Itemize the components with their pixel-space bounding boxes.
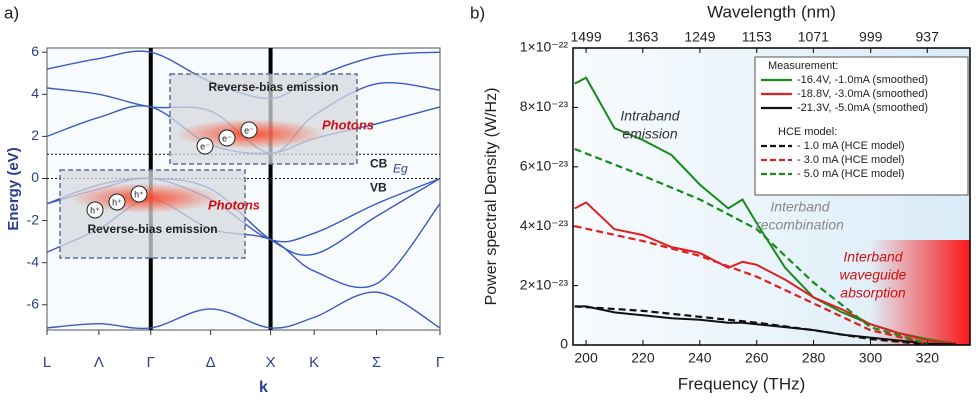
x-tick-label: 200 <box>574 350 598 366</box>
legend-title: HCE model: <box>778 126 837 138</box>
x-tick-label: 240 <box>688 350 712 366</box>
y-tick-label: 8×10⁻²³ <box>520 98 569 114</box>
particle <box>196 137 214 155</box>
plot-frame <box>572 47 971 346</box>
y-tick-label: 2×10⁻²³ <box>520 276 569 292</box>
particle-label: h⁺ <box>112 197 122 207</box>
level-label: VB <box>370 181 387 195</box>
x2-tick-label: 1363 <box>627 29 658 45</box>
y-tick-label: 1×10⁻²² <box>520 39 569 55</box>
particle <box>218 129 236 147</box>
x2-tick-label: 1499 <box>570 29 601 45</box>
x-tick-label: K <box>309 354 319 371</box>
y-tick-label: -2 <box>27 211 40 227</box>
x2-tick-label: 1249 <box>684 29 715 45</box>
gap-label: Eg <box>393 162 408 176</box>
legend-label: - 1.0 mA (HCE model) <box>797 140 905 152</box>
y-tick-label: 6×10⁻²³ <box>520 158 569 174</box>
particle <box>86 201 104 219</box>
x-tick-label: Γ <box>147 354 155 371</box>
y-axis-title: Energy (eV) <box>5 147 22 230</box>
particle-label: e⁻ <box>222 133 232 143</box>
x-tick-label: 260 <box>745 350 769 366</box>
x-tick-label: Σ <box>372 354 381 371</box>
particle-label: e⁻ <box>244 125 254 135</box>
x2-tick-label: 999 <box>859 29 883 45</box>
annotation: recombination <box>756 217 844 233</box>
x-tick-label: 280 <box>802 350 826 366</box>
legend-label: -21.3V, -5.0mA (smoothed) <box>797 102 928 114</box>
y-tick-label: 6 <box>31 43 39 59</box>
annotation: Intraband <box>620 108 680 124</box>
x-tick-label: 300 <box>859 350 883 366</box>
x-tick-label: Λ <box>94 354 104 371</box>
panel-label: b) <box>470 3 485 22</box>
measured-line <box>574 201 956 345</box>
x2-tick-label: 1153 <box>742 29 772 45</box>
legend-label: -18.8V, -3.0mA (smoothed) <box>797 88 928 100</box>
band-line <box>47 291 440 330</box>
x-tick-label: L <box>43 354 51 371</box>
y-tick-label: 0 <box>31 169 39 185</box>
lines <box>574 76 956 345</box>
particle <box>108 193 126 211</box>
x2-tick-label: 937 <box>916 29 940 45</box>
model-line <box>574 225 928 345</box>
annotation: absorption <box>840 285 906 301</box>
x-tick-label: X <box>266 354 276 371</box>
y-tick-label: 4×10⁻²³ <box>520 217 569 233</box>
y-tick-label: -6 <box>27 295 40 311</box>
x-axis-title: k <box>259 379 268 396</box>
box-title: Reverse-bias emission <box>208 80 338 94</box>
particle-label: e⁻ <box>200 141 210 151</box>
x2-axis-title: Wavelength (nm) <box>707 2 836 21</box>
legend-label: - 3.0 mA (HCE model) <box>797 154 905 166</box>
particle <box>240 121 258 139</box>
measured-line <box>574 305 956 345</box>
x2-tick-label: 1071 <box>798 29 829 45</box>
particle-label: h⁺ <box>90 205 100 215</box>
box-title: Reverse-bias emission <box>87 222 217 236</box>
x-tick-label: Δ <box>206 354 216 371</box>
y-tick-label: 2 <box>31 127 39 143</box>
photons-label: Photons <box>208 197 260 212</box>
y-tick-label: -4 <box>27 253 40 269</box>
x-tick-label: Γ <box>436 354 444 371</box>
absorption-shade <box>870 240 970 345</box>
photons-label: Photons <box>322 117 374 132</box>
x-tick-label: 320 <box>916 350 940 366</box>
model-line <box>574 305 928 345</box>
particle-label: h⁺ <box>134 189 144 199</box>
particle <box>130 185 148 203</box>
legend-title: Measurement: <box>768 60 838 72</box>
y-tick-label: 0 <box>560 336 568 352</box>
annotation: waveguide <box>840 267 907 283</box>
annotation: emission <box>622 126 677 142</box>
panel-label: a) <box>4 3 19 22</box>
annotation: Interband <box>770 199 830 215</box>
y-axis-title: Power spectral Density (W/Hz) <box>483 88 500 306</box>
x-tick-label: 220 <box>631 350 655 366</box>
x-axis-title: Frequency (THz) <box>678 374 806 393</box>
y-tick-label: 4 <box>31 85 39 101</box>
level-label: CB <box>370 156 388 170</box>
legend-label: -16.4V, -1.0mA (smoothed) <box>797 74 928 86</box>
annotation: Interband <box>843 249 903 265</box>
model-line <box>574 147 928 345</box>
legend-label: - 5.0 mA (HCE model) <box>797 168 905 180</box>
